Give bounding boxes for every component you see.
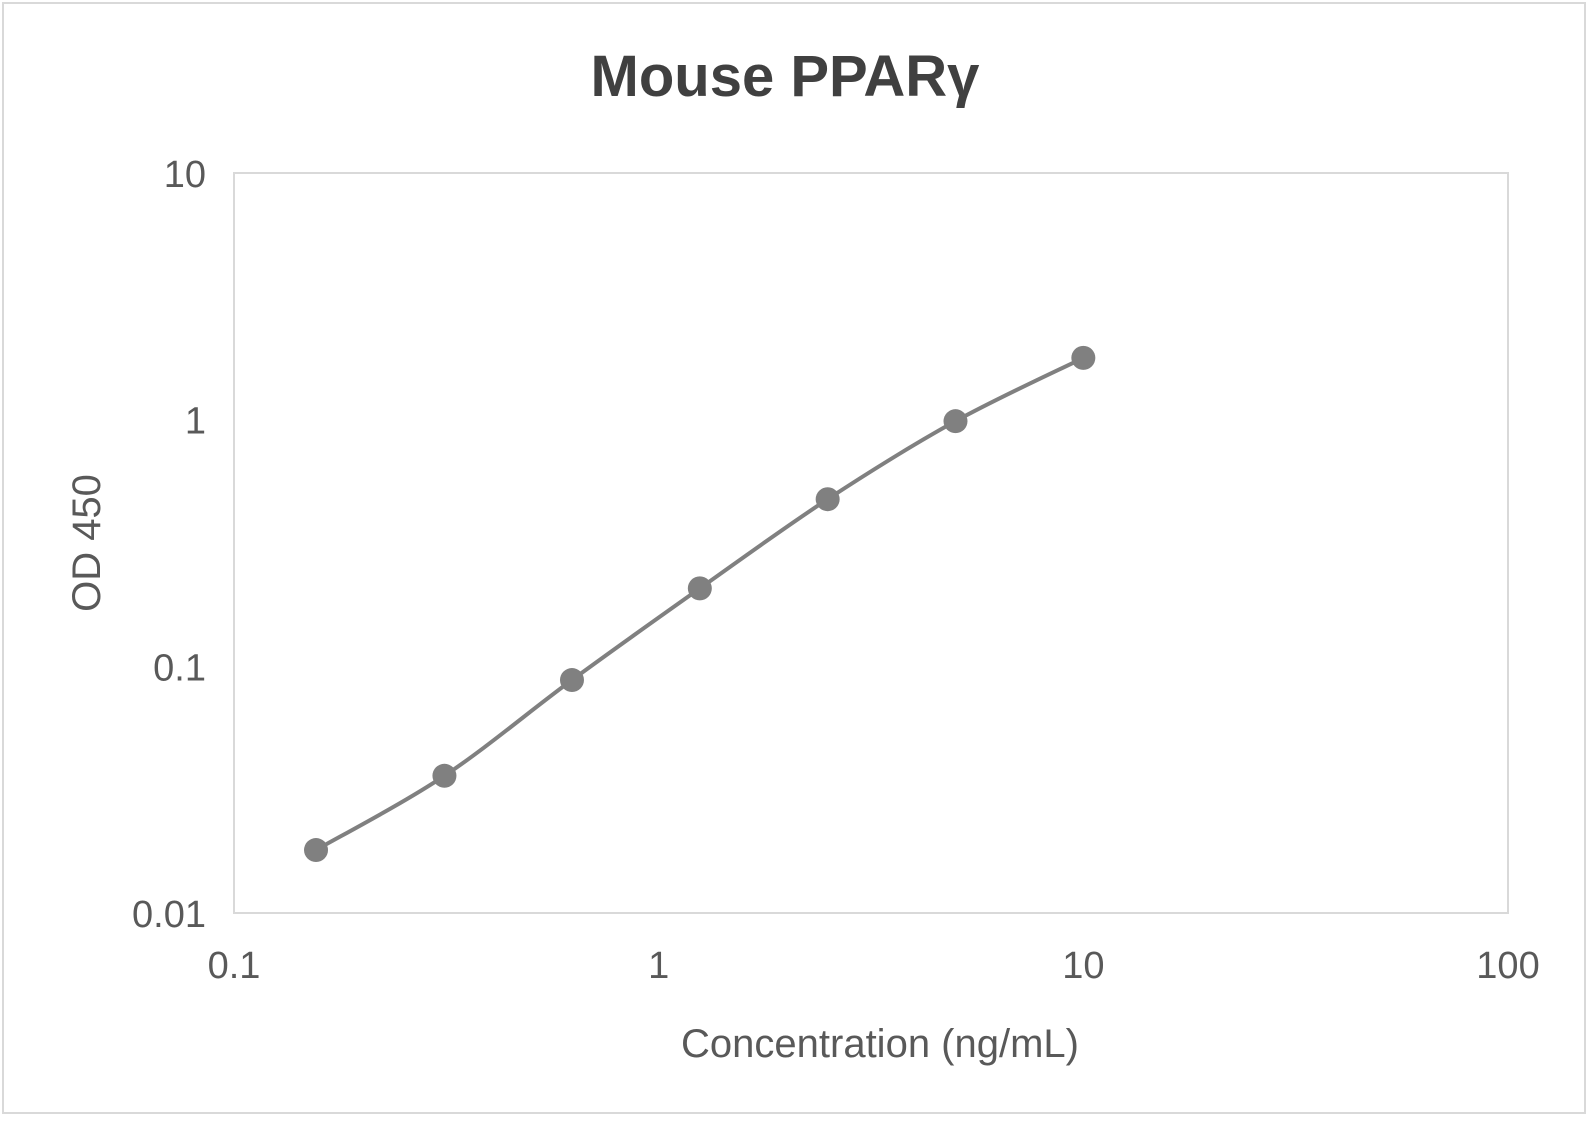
y-axis-ticks: 0.01 0.1 1 10: [132, 154, 206, 936]
y-axis-label: OD 450: [65, 474, 109, 612]
data-point: [304, 838, 329, 863]
x-tick-label: 0.1: [208, 945, 261, 987]
data-point: [432, 763, 457, 788]
data-point: [815, 487, 840, 512]
chart-title: Mouse PPARγ: [591, 44, 981, 109]
data-point: [559, 668, 584, 693]
series-line: [315, 356, 1085, 852]
x-axis-ticks: 0.1 1 10 100: [208, 945, 1540, 987]
data-point: [943, 409, 968, 434]
plot-area: [233, 172, 1509, 914]
data-point: [1071, 345, 1096, 370]
chart-frame: [2, 2, 1586, 1114]
x-tick-label: 1: [648, 945, 669, 987]
x-tick-label: 10: [1062, 945, 1104, 987]
y-tick-label: 1: [185, 401, 206, 443]
y-tick-label: 0.1: [153, 647, 206, 689]
data-point: [687, 576, 712, 601]
y-tick-label: 10: [164, 154, 206, 196]
y-tick-label: 0.01: [132, 894, 206, 936]
x-axis-label: Concentration (ng/mL): [681, 1022, 1079, 1066]
x-tick-label: 100: [1476, 945, 1539, 987]
series-markers: [304, 345, 1096, 863]
